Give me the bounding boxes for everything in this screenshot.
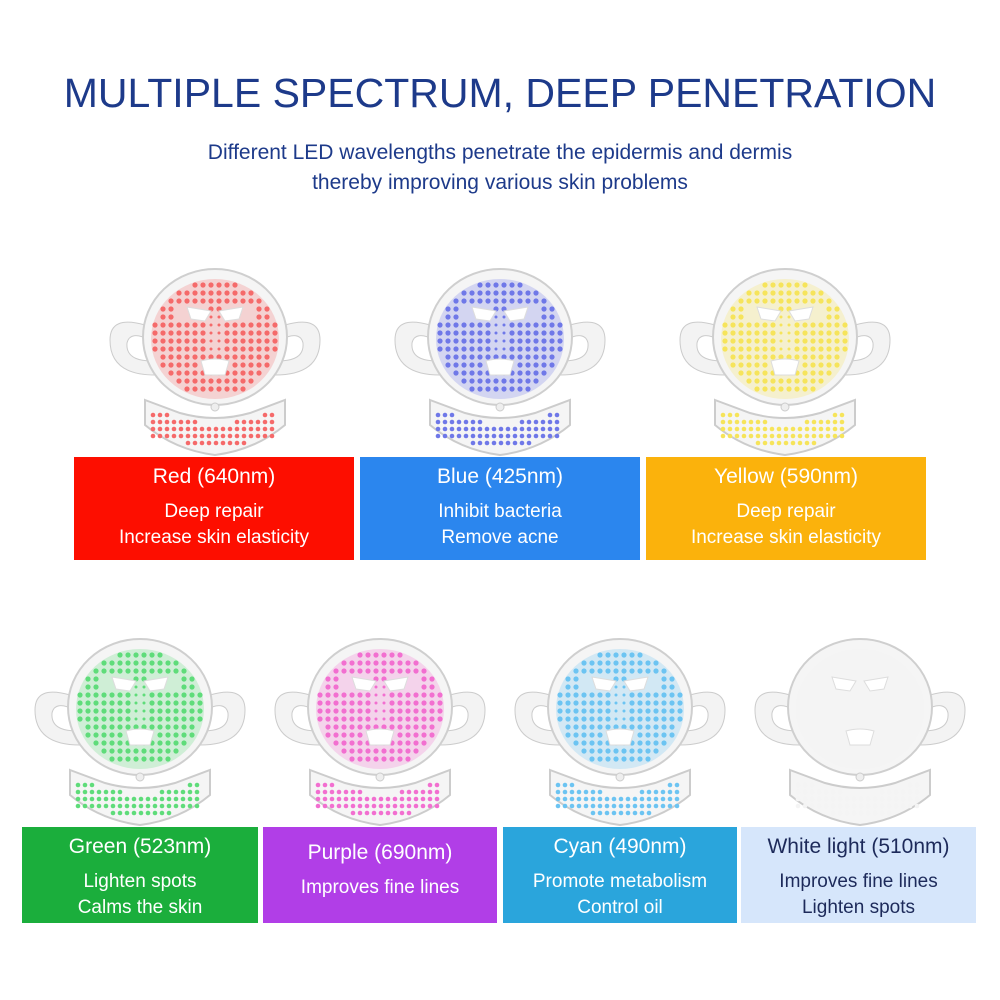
light-name: Cyan (490nm) <box>553 835 687 858</box>
led-mask-image <box>274 638 486 827</box>
light-benefit: Control oil <box>577 897 663 918</box>
light-name: Red (640nm) <box>152 465 276 488</box>
subtitle-line-2: thereby improving various skin problems <box>312 171 688 194</box>
light-name: Purple (690nm) <box>307 841 453 864</box>
light-benefit: Increase skin elasticity <box>690 527 882 548</box>
led-mask-image <box>109 268 321 457</box>
light-benefit: Calms the skin <box>77 897 203 918</box>
light-benefit: Remove acne <box>441 527 559 548</box>
light-benefit: Lighten spots <box>83 871 197 892</box>
light-benefit: Improves fine lines <box>300 877 460 898</box>
light-benefit: Promote metabolism <box>532 871 708 892</box>
light-mode-blue-card: Blue (425nm) Inhibit bacteria Remove acne <box>360 457 640 560</box>
light-name: White light (510nm) <box>767 835 950 858</box>
light-benefit: Improves fine lines <box>779 871 938 892</box>
light-name: Green (523nm) <box>68 835 212 858</box>
led-mask-image <box>34 638 246 827</box>
light-benefit: Lighten spots <box>801 897 916 918</box>
light-mode-white-card: White light (510nm) Improves fine lines Li… <box>741 827 976 923</box>
light-mode-purple-card: Purple (690nm) Improves fine lines <box>263 827 497 923</box>
light-mode-red-card: Red (640nm) Deep repair Increase skin elas… <box>74 457 354 560</box>
light-benefit: Deep repair <box>164 501 264 522</box>
light-name: Yellow (590nm) <box>714 465 858 488</box>
led-mask-image <box>394 268 606 457</box>
light-benefit: Inhibit bacteria <box>438 501 562 522</box>
light-mode-yellow-card: Yellow (590nm) Deep repair Increase skin e… <box>646 457 926 560</box>
light-benefit: Increase skin elasticity <box>118 527 310 548</box>
light-name: Blue (425nm) <box>436 465 564 488</box>
led-mask-image <box>754 638 966 827</box>
led-mask-image <box>679 268 891 457</box>
led-mask-image <box>514 638 726 827</box>
light-mode-green-card: Green (523nm) Lighten spots Calms the skin <box>22 827 258 923</box>
page-title: MULTIPLE SPECTRUM, DEEP PENETRATION <box>63 70 937 116</box>
light-mode-cyan-card: Cyan (490nm) Promote metabolism Control oi… <box>503 827 737 923</box>
light-benefit: Deep repair <box>736 501 836 522</box>
subtitle-line-1: Different LED wavelengths penetrate the … <box>207 141 793 164</box>
